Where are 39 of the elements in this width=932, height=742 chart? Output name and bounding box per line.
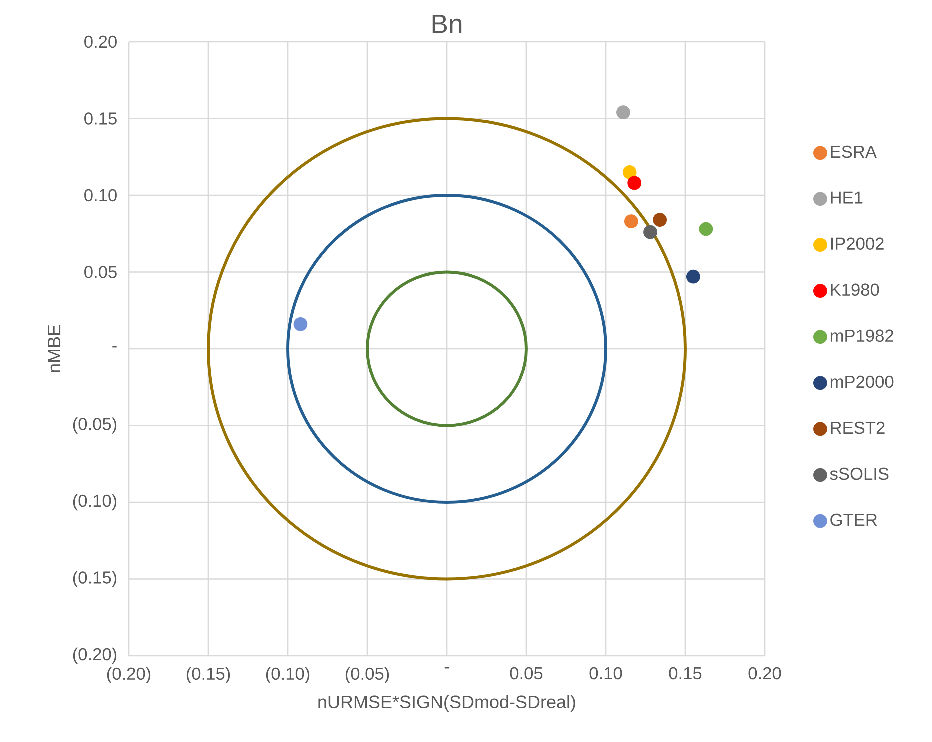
chart-title: Bn <box>432 14 462 34</box>
point <box>616 106 630 120</box>
legend-label: K1980 <box>831 284 880 296</box>
y-axis-title: nMBE <box>48 325 61 372</box>
legend-label: HE1 <box>831 192 863 204</box>
x-tick-label: (0.05) <box>346 667 390 684</box>
x-tick-label: 0.10 <box>590 667 622 680</box>
y-tick-label: 0.05 <box>84 266 117 278</box>
legend-label: REST2 <box>831 422 885 434</box>
x-tick-label: 0.15 <box>669 667 702 680</box>
point <box>624 214 638 229</box>
x-tick-label: - <box>444 667 450 669</box>
point <box>644 225 658 240</box>
point <box>653 213 667 227</box>
legend-label: sSOLIS <box>830 468 889 480</box>
legend-label: mP2000 <box>830 376 894 388</box>
x-tick-label: 0.20 <box>748 667 782 680</box>
y-tick-label: (0.15) <box>73 571 117 588</box>
y-tick-label: (0.20) <box>73 648 117 664</box>
point <box>686 270 700 284</box>
x-tick-label: 0.05 <box>510 667 543 680</box>
legend-label: ESRA <box>831 146 877 158</box>
y-tick-label: 0.10 <box>84 189 117 202</box>
point <box>628 176 642 190</box>
y-tick-label: (0.10) <box>73 494 117 511</box>
y-tick-label: - <box>112 346 117 348</box>
x-tick-label: (0.10) <box>266 667 310 684</box>
point <box>294 317 308 332</box>
x-tick-label: (0.15) <box>186 667 230 684</box>
point <box>622 166 637 180</box>
y-tick-label: (0.05) <box>73 418 117 434</box>
x-tick-label: (0.20) <box>107 667 151 684</box>
point <box>699 222 714 236</box>
y-tick-label: 0.20 <box>84 36 117 48</box>
y-tick-label: 0.15 <box>84 112 117 125</box>
x-axis-title: nURMSE*SIGN(SDmod-SDreal) <box>318 695 576 712</box>
legend-label: mP1982 <box>830 330 894 342</box>
legend-label: GTER <box>830 514 878 526</box>
legend-label: IP2002 <box>831 238 884 250</box>
